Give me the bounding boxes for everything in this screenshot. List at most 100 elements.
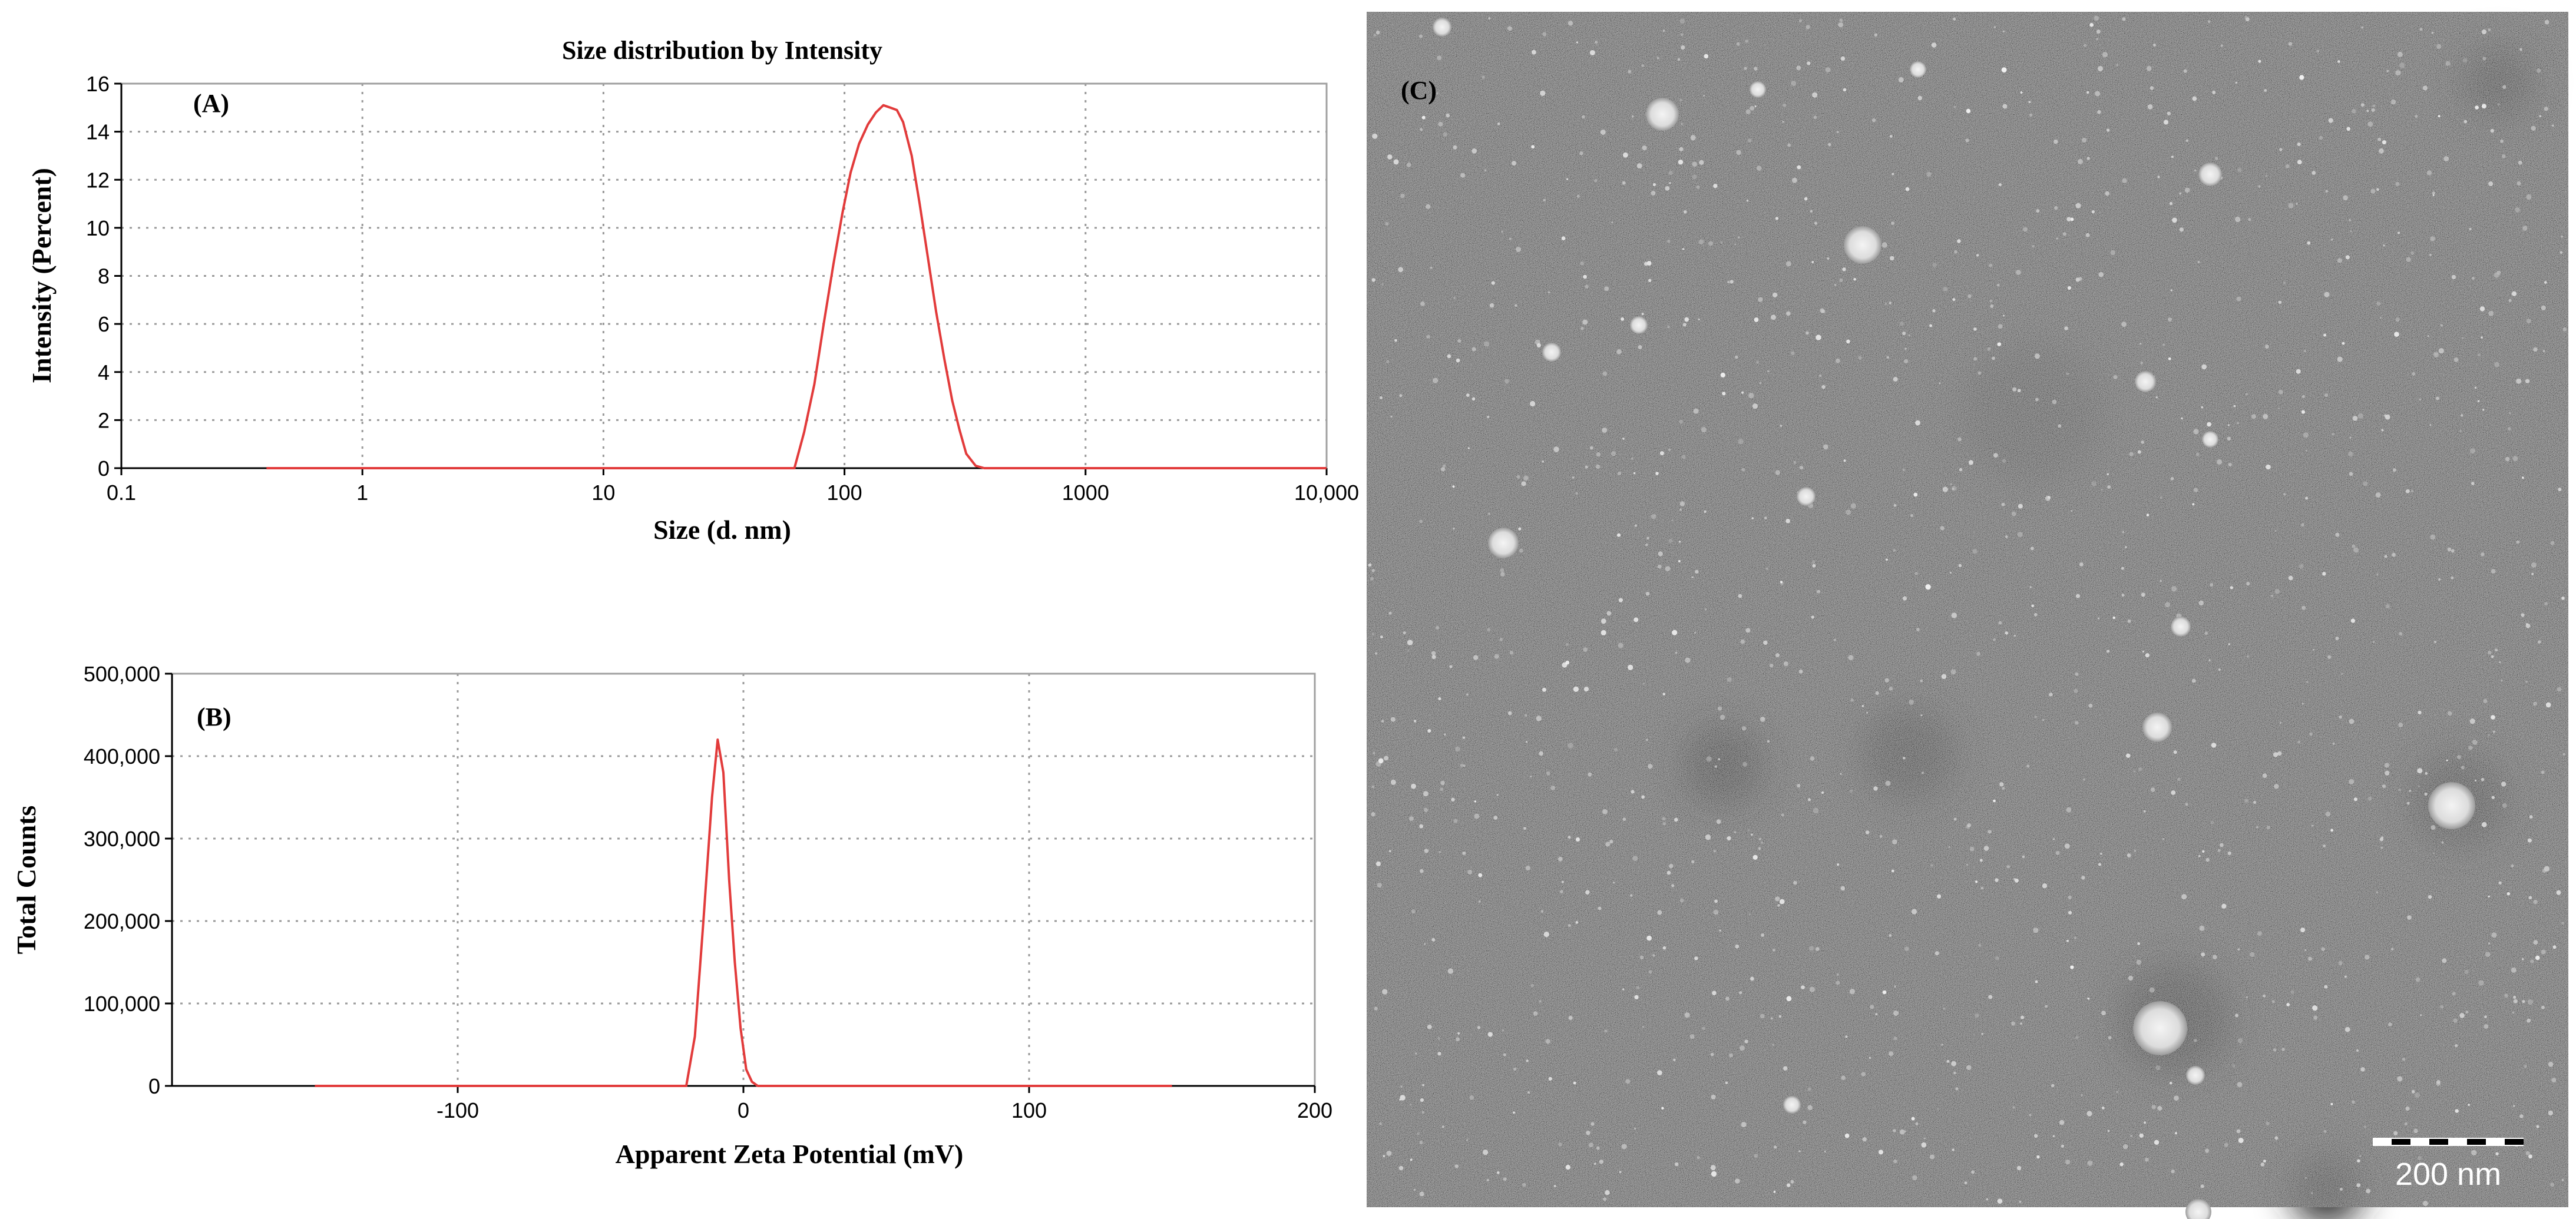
speckle xyxy=(1467,869,1473,875)
speckle xyxy=(1419,519,1423,524)
speckle xyxy=(2002,104,2008,109)
speckle xyxy=(1651,191,1656,196)
speckle xyxy=(1562,662,1568,668)
speckle xyxy=(1981,1033,1983,1035)
speckle xyxy=(2527,1018,2531,1023)
speckle xyxy=(2119,1162,2124,1167)
speckle xyxy=(1993,799,1996,803)
speckle xyxy=(2012,1106,2015,1109)
speckle xyxy=(2552,945,2557,949)
speckle xyxy=(2366,1188,2371,1194)
speckle xyxy=(1437,55,1442,61)
speckle xyxy=(1893,1159,1897,1164)
speckle xyxy=(1809,986,1815,992)
speckle xyxy=(2481,822,2487,827)
speckle xyxy=(1952,298,1956,302)
speckle xyxy=(2539,115,2541,117)
chart-a-panel-label: (A) xyxy=(193,89,229,118)
speckle xyxy=(1594,1162,1596,1165)
speckle xyxy=(2499,661,2501,664)
speckle xyxy=(2045,1005,2048,1008)
speckle xyxy=(2376,302,2381,306)
speckle xyxy=(2432,852,2435,854)
speckle xyxy=(1913,492,1918,497)
speckle xyxy=(2405,489,2410,493)
speckle xyxy=(1662,29,1665,32)
speckle xyxy=(2562,753,2565,756)
speckle xyxy=(2107,485,2111,489)
speckle xyxy=(2013,877,2016,881)
speckle xyxy=(2279,148,2283,151)
speckle xyxy=(2023,227,2028,232)
speckle xyxy=(1939,382,1941,385)
speckle xyxy=(1665,186,1670,191)
speckle xyxy=(2379,317,2382,319)
speckle xyxy=(1656,57,1659,59)
speckle xyxy=(2544,602,2548,605)
speckle xyxy=(2274,1136,2279,1140)
speckle xyxy=(2491,715,2495,720)
y-tick-label: 0 xyxy=(148,1074,160,1098)
speckle xyxy=(1646,261,1652,266)
speckle xyxy=(1771,314,1776,320)
chart-b-y-axis-label: Total Counts xyxy=(11,806,41,955)
speckle xyxy=(1850,698,1854,702)
speckle xyxy=(1699,160,1704,165)
speckle xyxy=(2350,230,2352,233)
speckle xyxy=(2212,91,2216,94)
speckle xyxy=(1466,1139,1469,1141)
speckle xyxy=(2337,258,2342,263)
speckle xyxy=(1840,56,1846,61)
speckle xyxy=(2076,594,2080,598)
speckle xyxy=(2155,1065,2161,1071)
speckle xyxy=(1420,302,1425,306)
speckle xyxy=(1599,1160,1603,1164)
y-tick-label: 300,000 xyxy=(84,827,160,851)
speckle xyxy=(2016,1165,2022,1171)
speckle xyxy=(2384,555,2387,558)
nanoparticle xyxy=(1488,528,1519,558)
speckle xyxy=(1452,485,1455,488)
speckle xyxy=(1576,194,1580,198)
speckle xyxy=(2125,546,2127,548)
speckle xyxy=(2052,838,2055,840)
speckle xyxy=(1496,794,1499,796)
speckle xyxy=(2461,414,2463,417)
speckle xyxy=(1678,560,1681,562)
speckle xyxy=(2491,569,2496,574)
speckle xyxy=(2266,464,2271,470)
speckle xyxy=(2006,865,2010,869)
speckle xyxy=(1911,1117,1915,1121)
speckle xyxy=(2301,395,2305,398)
chart-a-y-axis-label: Intensity (Percent) xyxy=(27,168,57,383)
speckle xyxy=(1785,518,1790,524)
speckle xyxy=(1400,1085,1403,1088)
speckle xyxy=(2429,424,2432,426)
speckle xyxy=(1840,773,1842,775)
speckle xyxy=(2526,319,2531,324)
speckle xyxy=(1929,1154,1935,1160)
speckle xyxy=(1641,313,1644,316)
speckle xyxy=(2053,139,2058,144)
speckle xyxy=(1451,797,1455,802)
speckle xyxy=(1652,954,1655,957)
speckle xyxy=(1741,468,1745,472)
speckle xyxy=(2280,722,2282,724)
speckle xyxy=(2428,895,2432,899)
speckle xyxy=(1557,856,1563,862)
speckle xyxy=(2531,125,2536,131)
speckle xyxy=(1601,618,1606,624)
speckle xyxy=(1691,860,1695,864)
speckle xyxy=(2533,347,2538,352)
speckle xyxy=(1875,691,1879,695)
speckle xyxy=(1764,516,1767,519)
speckle xyxy=(2281,1048,2285,1051)
speckle xyxy=(1671,884,1675,887)
speckle xyxy=(1595,464,1601,469)
speckle xyxy=(1850,503,1856,509)
speckle xyxy=(1714,765,1717,768)
speckle xyxy=(1657,1070,1662,1075)
speckle xyxy=(1915,1122,1919,1125)
speckle xyxy=(1580,327,1584,330)
speckle xyxy=(1748,913,1751,916)
